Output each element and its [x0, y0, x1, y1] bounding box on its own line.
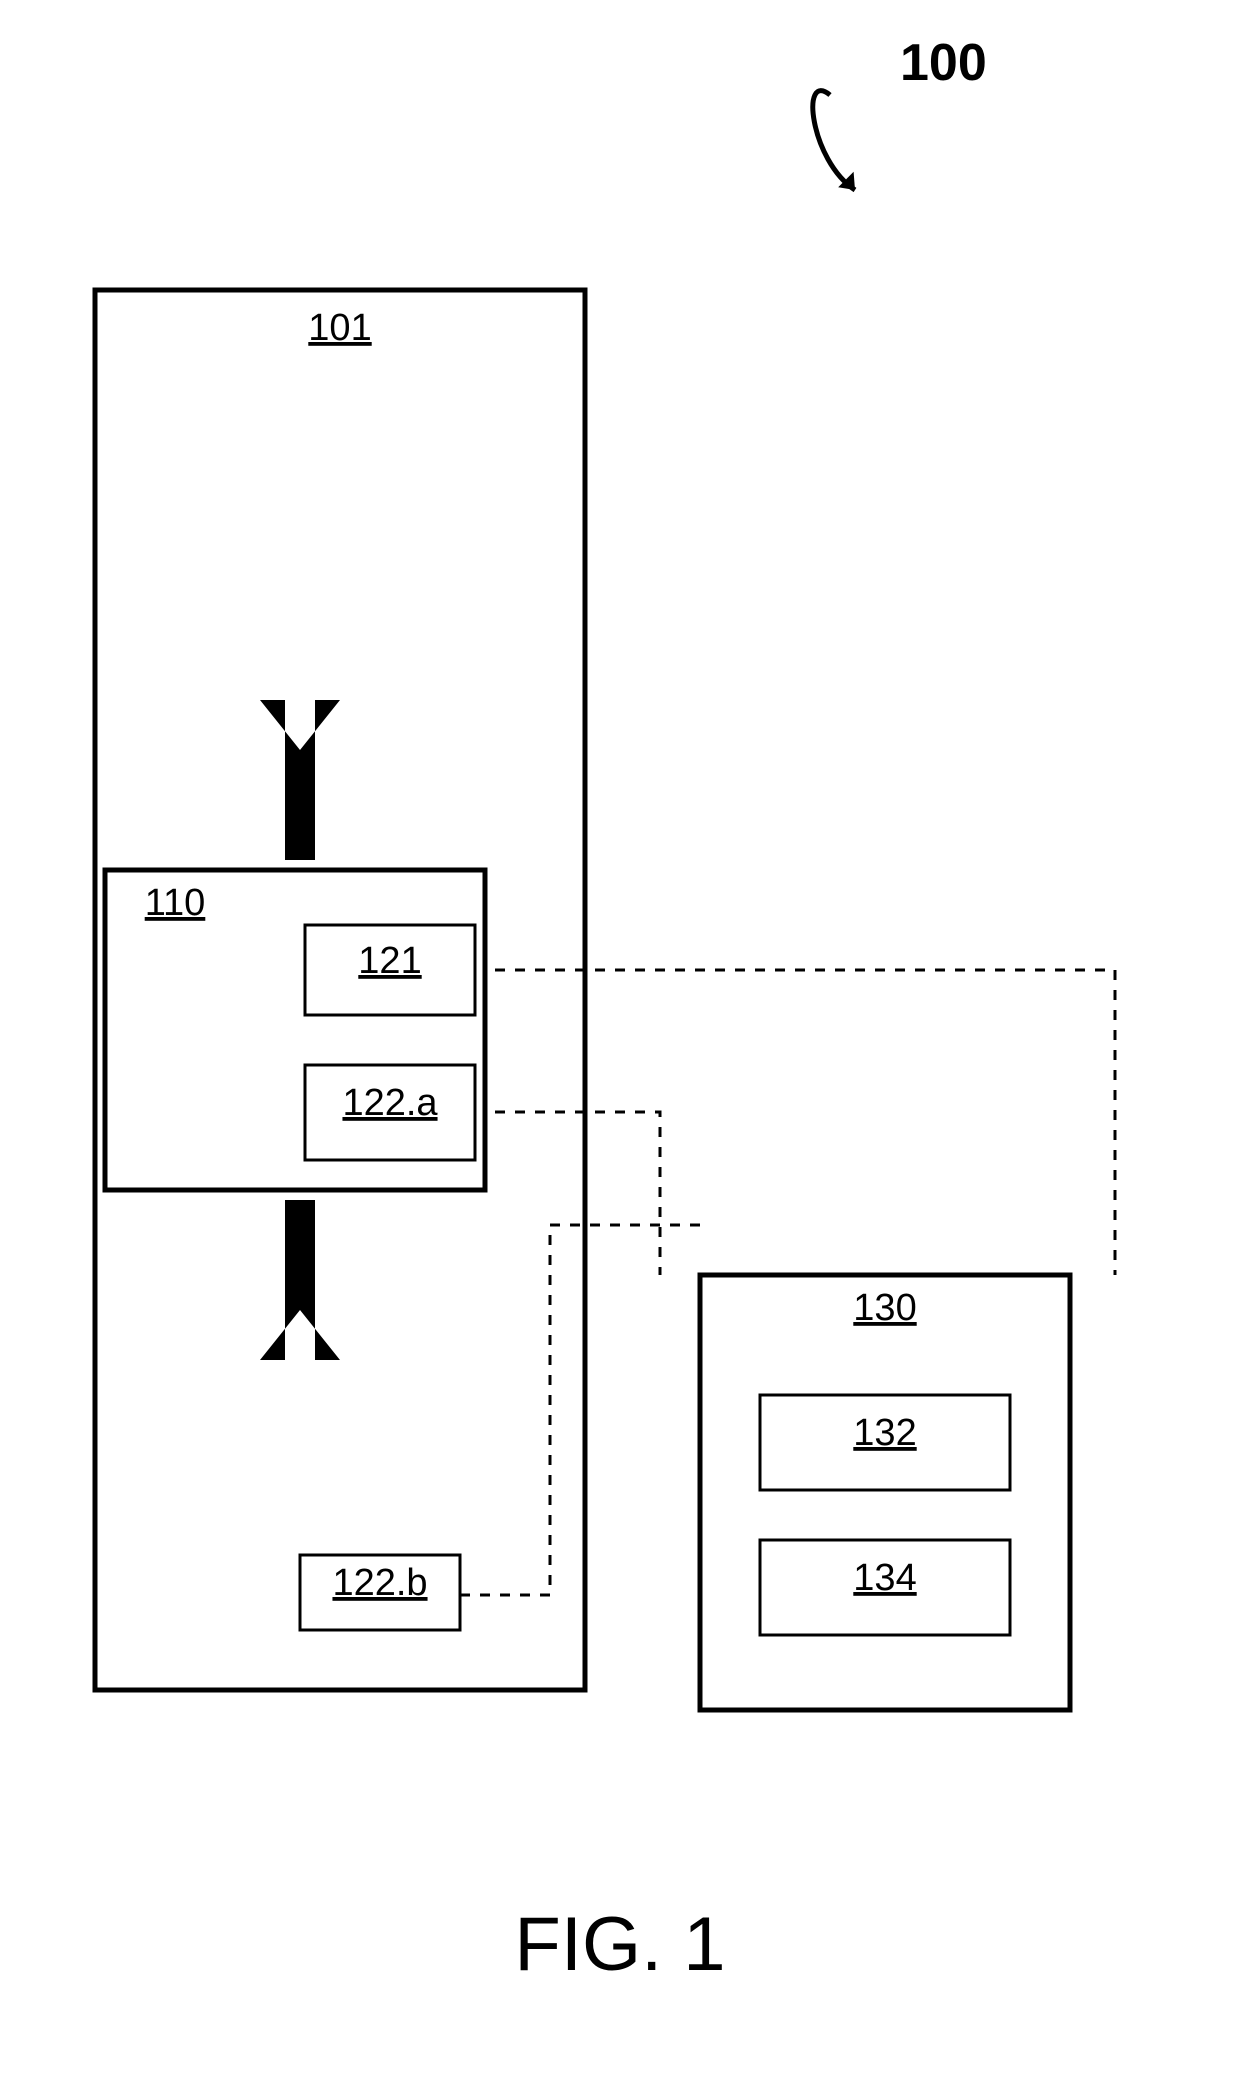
label-132: 132 — [853, 1412, 916, 1454]
label-110: 110 — [145, 882, 206, 924]
label-134: 134 — [853, 1557, 916, 1599]
figure-caption: FIG. 1 — [514, 1902, 725, 1987]
arrow-up-icon — [260, 700, 340, 860]
connection-121-to-130 — [475, 970, 1115, 1275]
title-ref: 100 — [900, 34, 987, 92]
label-121: 121 — [358, 940, 421, 982]
lead-line — [813, 91, 855, 190]
connection-122-b-to-130 — [460, 1225, 700, 1595]
label-122-a: 122.a — [342, 1082, 438, 1124]
arrow-down-icon — [260, 1200, 340, 1360]
label-130: 130 — [853, 1287, 916, 1329]
box-130 — [700, 1275, 1070, 1710]
label-101: 101 — [308, 307, 371, 349]
connection-122-a-to-130 — [475, 1112, 660, 1275]
label-122-b: 122.b — [332, 1562, 427, 1604]
